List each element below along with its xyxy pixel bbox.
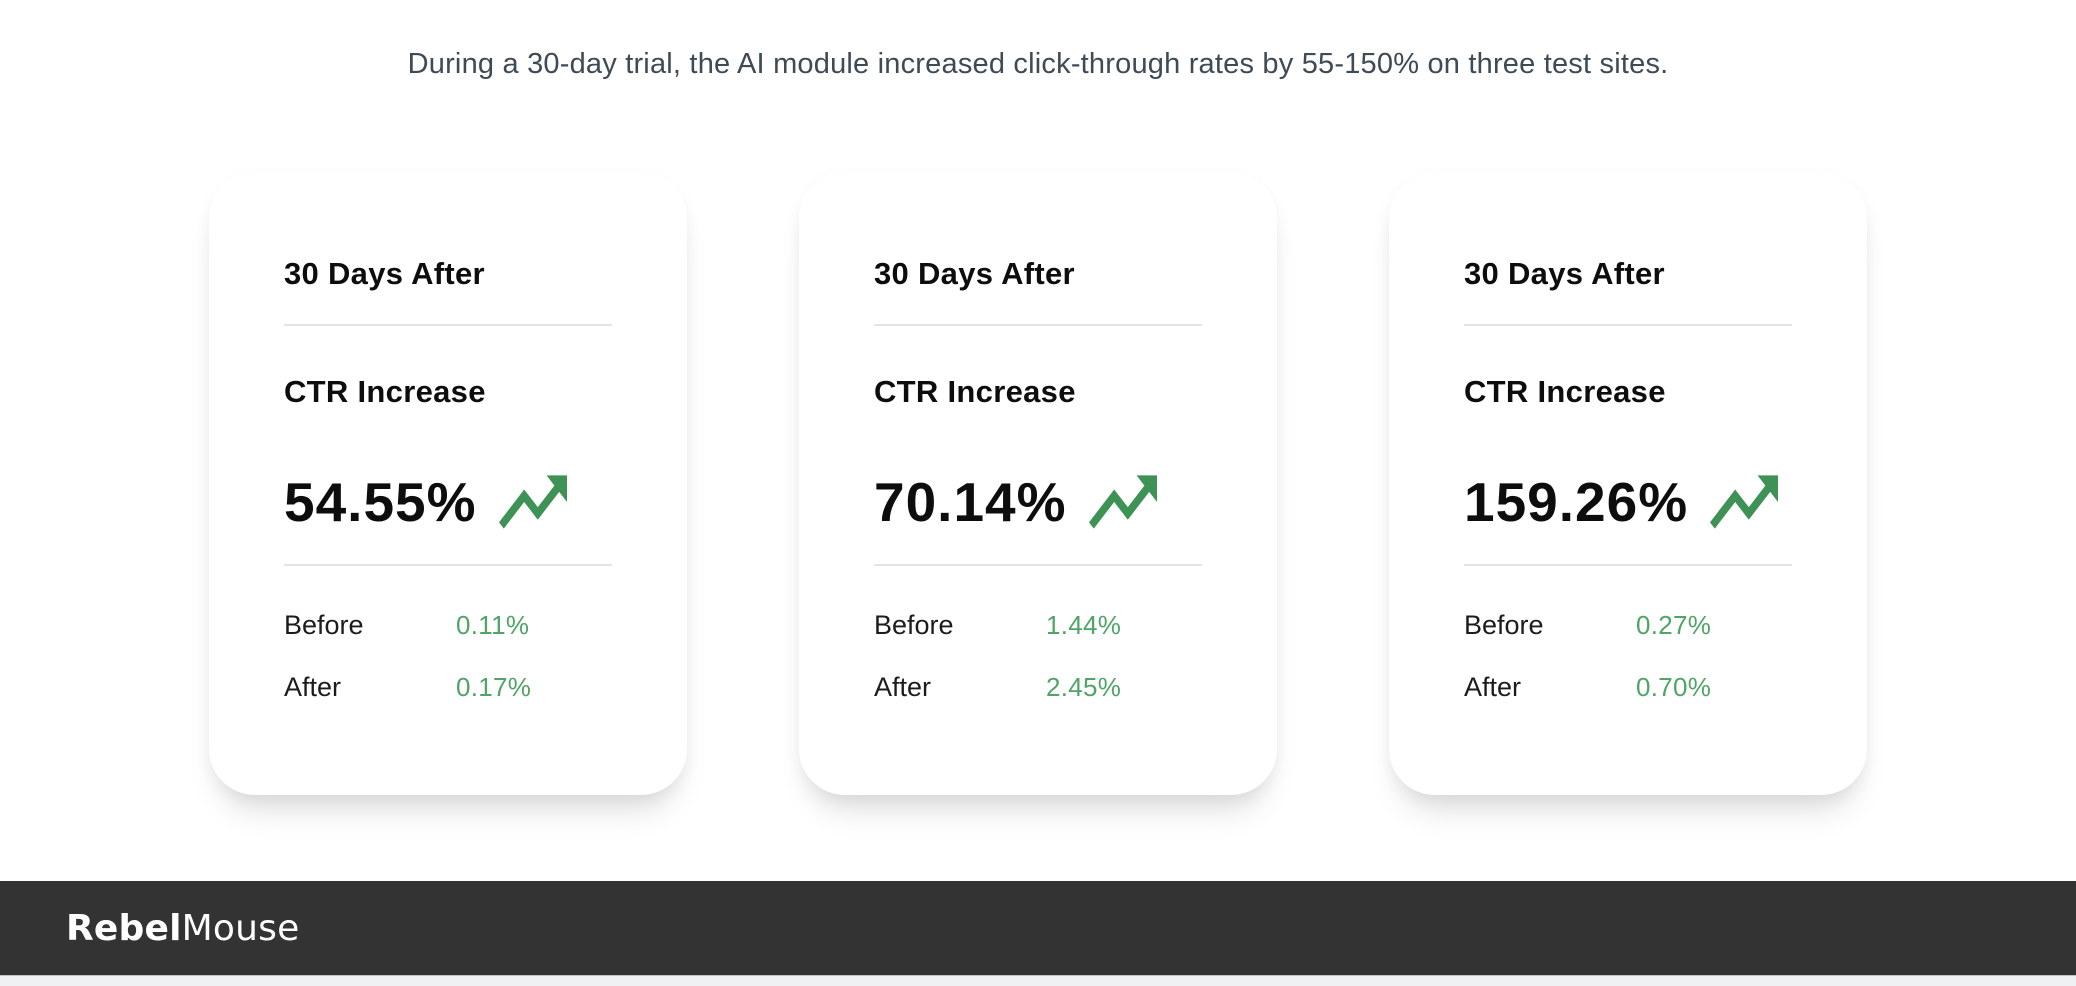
card-metric-label: CTR Increase [874,374,1076,409]
before-value: 0.11% [456,610,530,640]
trending-up-icon [498,471,567,533]
brand-logo-regular-part: Mouse [181,907,300,949]
card-metric-label: CTR Increase [284,374,486,409]
before-row: Before 0.27% [1464,610,1792,641]
stat-card: 30 Days After CTR Increase 159.26% Befor… [1389,172,1867,795]
metric-value-row: 54.55% [284,470,612,534]
headline-text: During a 30-day trial, the AI module inc… [407,48,1669,80]
card-divider [874,564,1202,566]
before-label: Before [284,610,364,640]
metric-value: 70.14% [874,471,1067,533]
before-label: Before [1464,610,1544,640]
card-divider [284,324,612,326]
stat-card: 30 Days After CTR Increase 70.14% Before… [799,172,1277,795]
after-value: 0.70% [1636,672,1712,702]
card-period-label: 30 Days After [874,256,1075,291]
card-divider [284,564,612,566]
after-value: 2.45% [1046,672,1122,702]
after-row: After 0.17% [284,672,612,703]
before-value: 1.44% [1046,610,1122,640]
stat-cards-row: 30 Days After CTR Increase 54.55% Before… [0,172,2076,795]
after-label: After [284,672,342,702]
after-row: After 2.45% [874,672,1202,703]
before-row: Before 1.44% [874,610,1202,641]
after-row: After 0.70% [1464,672,1792,703]
after-value: 0.17% [456,672,532,702]
before-row: Before 0.11% [284,610,612,641]
trending-up-icon [1710,471,1779,533]
main-content: During a 30-day trial, the AI module inc… [0,48,2076,795]
before-value: 0.27% [1636,610,1712,640]
card-divider [874,324,1202,326]
card-divider [1464,564,1792,566]
metric-value-row: 159.26% [1464,470,1792,534]
brand-logo-bold-part: Rebel [66,907,182,949]
before-label: Before [874,610,954,640]
card-period-label: 30 Days After [1464,256,1665,291]
metric-value: 54.55% [284,471,477,533]
bottom-strip [0,975,2076,986]
footer-bar: Rebel Mouse [0,881,2076,976]
card-divider [1464,324,1792,326]
rebelmouse-logo[interactable]: Rebel Mouse [66,908,299,949]
trending-up-icon [1088,471,1157,533]
metric-value: 159.26% [1464,471,1689,533]
card-metric-label: CTR Increase [1464,374,1666,409]
stat-card: 30 Days After CTR Increase 54.55% Before… [209,172,687,795]
card-period-label: 30 Days After [284,256,485,291]
after-label: After [874,672,932,702]
after-label: After [1464,672,1522,702]
metric-value-row: 70.14% [874,470,1202,534]
